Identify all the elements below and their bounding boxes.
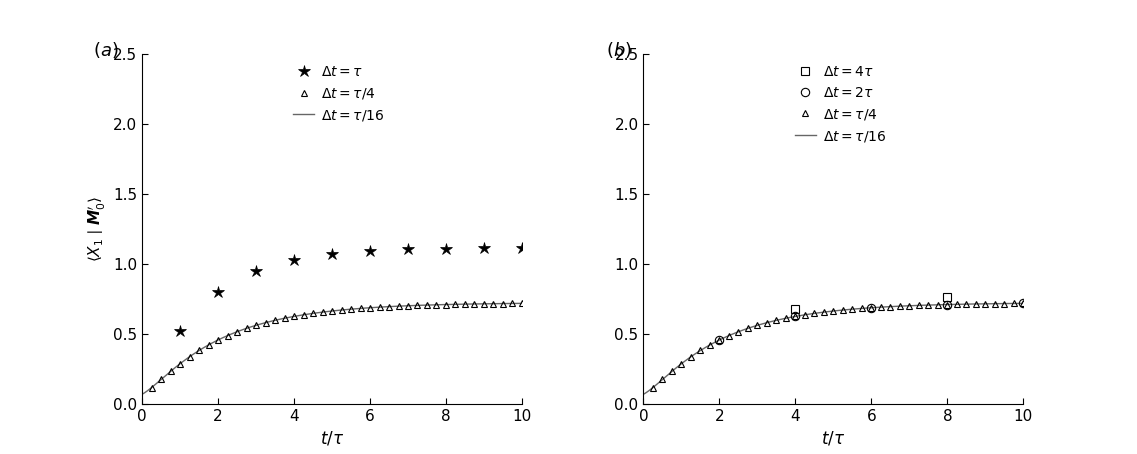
Y-axis label: $\langle X_1 \mid \boldsymbol{M}_0^\prime \rangle$: $\langle X_1 \mid \boldsymbol{M}_0^\prim… [86,196,108,262]
Legend: $\Delta t = 4\tau$, $\Delta t = 2\tau$, $\Delta t = \tau/4$, $\Delta t = \tau/16: $\Delta t = 4\tau$, $\Delta t = 2\tau$, … [795,65,887,144]
Text: $(a)$: $(a)$ [93,40,118,60]
X-axis label: $t/\tau$: $t/\tau$ [821,429,846,448]
Text: $(b)$: $(b)$ [606,40,631,60]
Legend: $\Delta t = \tau$, $\Delta t = \tau/4$, $\Delta t = \tau/16$: $\Delta t = \tau$, $\Delta t = \tau/4$, … [293,65,385,123]
X-axis label: $t/\tau$: $t/\tau$ [319,429,345,448]
